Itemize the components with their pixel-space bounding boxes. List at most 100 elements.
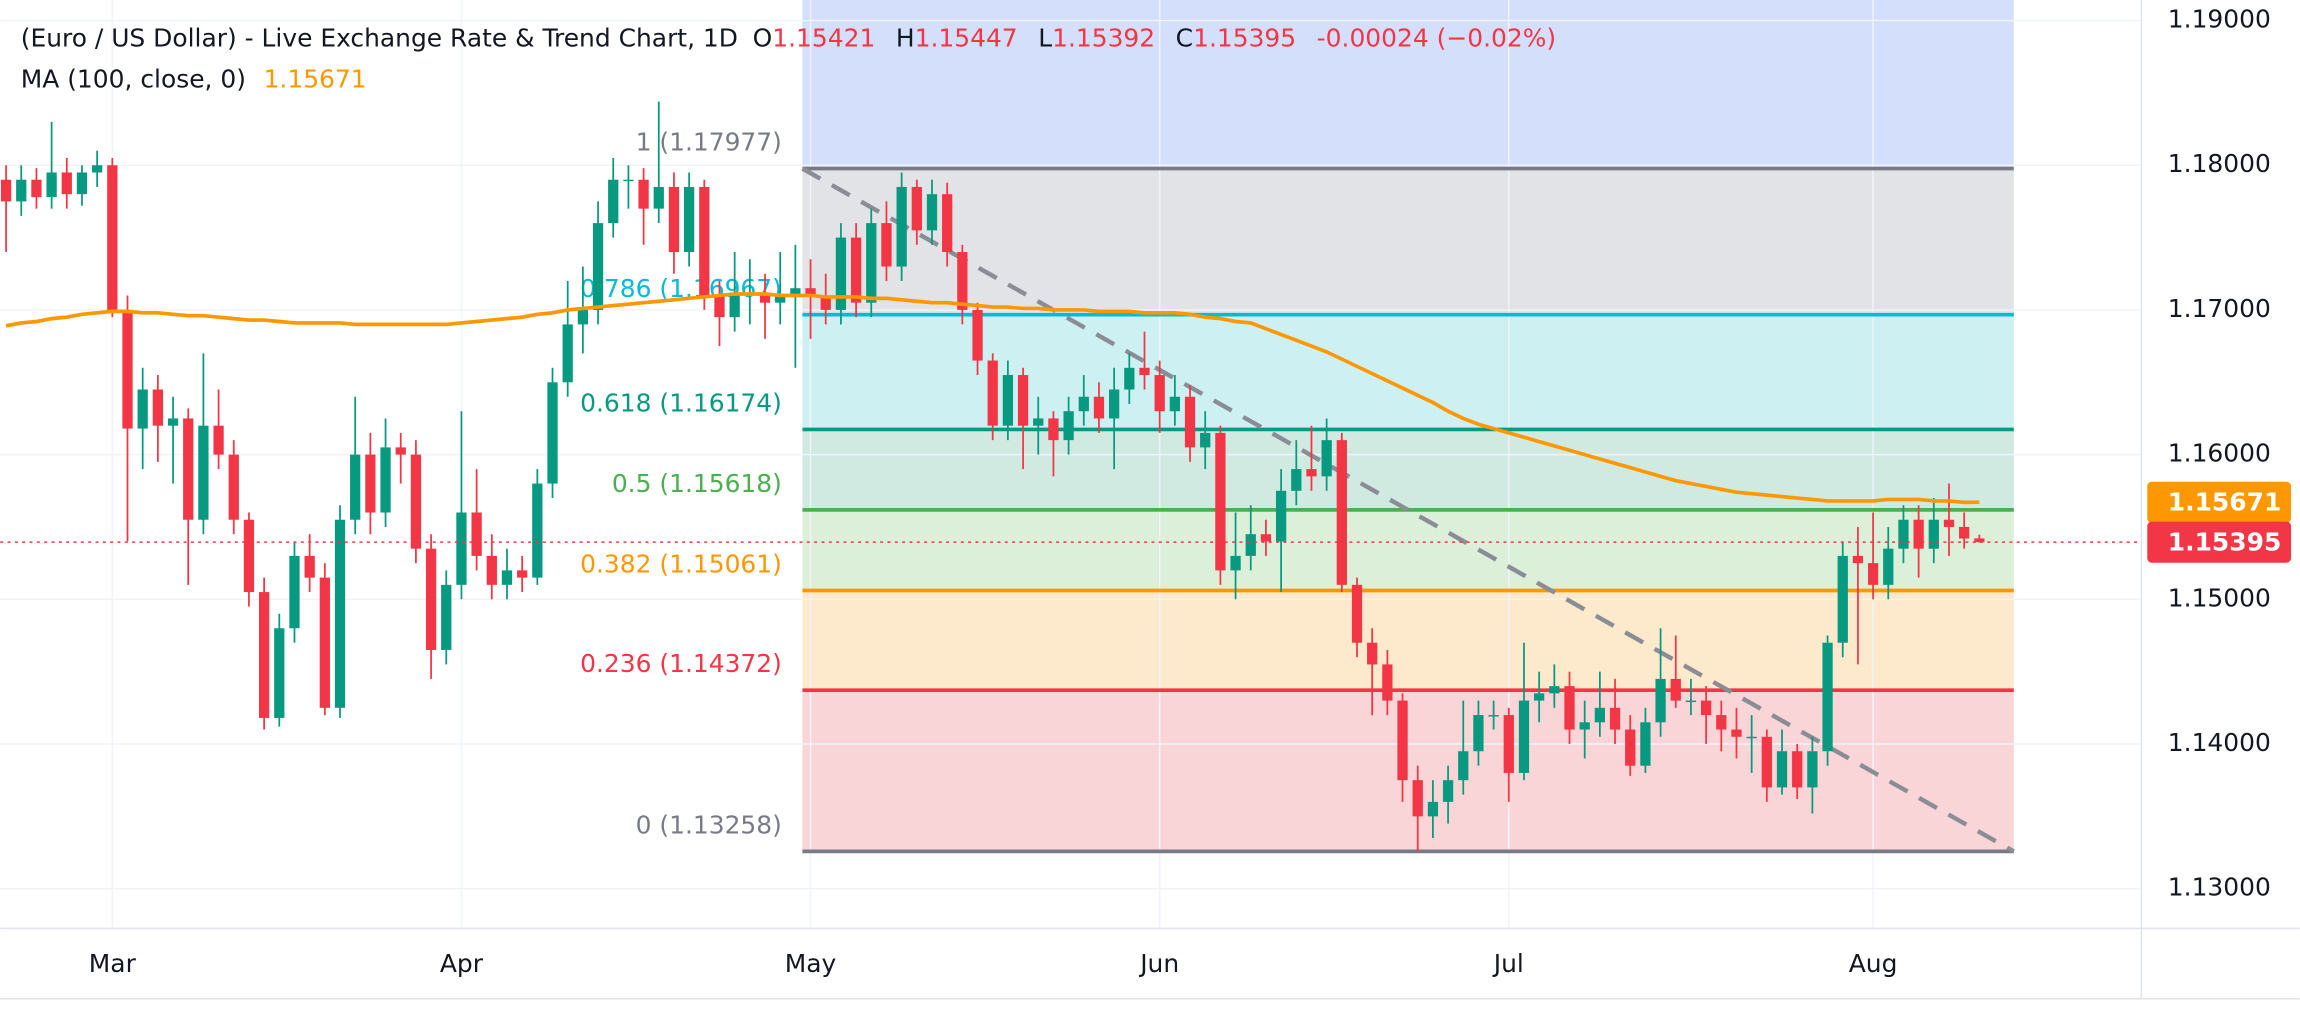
candle-body [319, 577, 330, 708]
fib-band [802, 429, 2014, 510]
fib-band [802, 168, 2014, 315]
candle-body [1033, 418, 1044, 426]
candle-body [1245, 534, 1256, 556]
candle-body [683, 186, 695, 253]
candle-body [31, 179, 42, 198]
legend-key: H [896, 24, 915, 53]
fib-level-label: 0.5 (1.15618) [612, 469, 782, 498]
fib-area [802, 0, 2014, 852]
price-badge [2147, 481, 2291, 523]
candle-body [1655, 678, 1666, 723]
y-tick-label: 1.18000 [2168, 149, 2271, 178]
candle-body [441, 584, 452, 650]
overlay [0, 292, 2142, 543]
candle-body [1002, 375, 1014, 426]
legend-value: 1.15421 [772, 24, 875, 53]
candle-body [1200, 432, 1211, 448]
indicator-value: 1.15671 [264, 65, 367, 94]
candle-body [380, 447, 391, 513]
candle-body [1412, 780, 1423, 817]
candle-body [167, 418, 179, 426]
candle-body [1974, 538, 1985, 543]
candle-body [1792, 751, 1803, 788]
candle-body [608, 179, 619, 224]
candle-body [972, 309, 983, 361]
fib-level-label: 0.382 (1.15061) [580, 550, 782, 579]
price-badge-label: 1.15671 [2168, 488, 2282, 517]
candle-body [46, 172, 57, 198]
candle-body [486, 555, 497, 585]
candle-body [638, 179, 649, 209]
candle-body [1351, 584, 1363, 643]
candle-body [1609, 707, 1621, 730]
axes: 1.13000 1.14000 1.15000 1.16000 1.17000 1.180… [89, 5, 2291, 978]
candle-body [1215, 432, 1226, 571]
indicator-line: MA (100, close, 0) 1.15671 [21, 65, 367, 94]
candle-body [1184, 396, 1196, 448]
x-tick-label: Jun [1138, 949, 1179, 978]
candle-body [92, 165, 103, 173]
candle-body [1503, 715, 1514, 773]
candle-body [1124, 367, 1135, 390]
candle-body [1093, 396, 1105, 419]
candle-body [623, 179, 634, 182]
candle-body [1867, 563, 1879, 585]
candle-body [759, 292, 771, 303]
candle-body [1761, 736, 1772, 788]
candle-body [1230, 555, 1241, 571]
candle-body [1928, 519, 1939, 549]
y-tick-label: 1.14000 [2168, 728, 2271, 757]
candle-body [1534, 693, 1545, 701]
candle-body [1716, 715, 1727, 730]
candle-body [729, 295, 740, 318]
y-tick-label: 1.13000 [2168, 873, 2271, 902]
price-badge [2147, 521, 2291, 563]
candle-body [714, 295, 725, 318]
candle-body [517, 570, 528, 578]
candle-body [775, 295, 786, 303]
legend-key: L [1038, 24, 1052, 53]
candle-body [653, 186, 664, 209]
fib-level-label: 0.236 (1.14372) [580, 649, 782, 678]
candle-body [1260, 534, 1272, 542]
candle-body [1382, 664, 1393, 701]
legend-value: 1.15447 [915, 24, 1018, 53]
candle-body [1594, 707, 1606, 723]
candle-body [1776, 751, 1788, 788]
candle-body [1898, 519, 1909, 549]
candle-body [274, 628, 285, 718]
candle-body [532, 483, 543, 578]
price-badge-label: 1.15395 [2168, 528, 2282, 557]
candle-body [183, 418, 194, 520]
candle-body [820, 295, 831, 310]
legend-change: -0.00024 (−0.02%) [1317, 24, 1556, 53]
candle-body [198, 425, 209, 520]
moving-average [5, 292, 1980, 505]
legend-key: O [753, 24, 773, 53]
candle-body [1306, 469, 1317, 477]
candle-body [1154, 375, 1165, 412]
indicator-name: MA (100, close, 0) [21, 65, 246, 94]
candle-body [289, 555, 300, 629]
candle-body [957, 252, 968, 310]
candle-body [1549, 686, 1560, 694]
candle-body [471, 512, 482, 556]
candle-body [1959, 526, 1970, 539]
fib-level-label: 0 (1.13258) [636, 810, 782, 839]
candle-body [926, 194, 938, 231]
candle-body [1807, 751, 1818, 788]
candle-body [0, 179, 12, 202]
fib-level-label: 1 (1.17977) [636, 128, 782, 157]
candle-body [76, 172, 88, 195]
fib-band [802, 509, 2014, 591]
candle-body [1488, 715, 1499, 717]
candle-body [1883, 548, 1894, 585]
y-tick-label: 1.19000 [2168, 5, 2271, 34]
candle-body [1518, 700, 1530, 773]
candle-body [911, 186, 922, 231]
candle-body [1670, 678, 1681, 701]
candle-body [866, 223, 877, 303]
candle-body [1913, 519, 1924, 549]
y-tick-label: 1.15000 [2168, 583, 2271, 612]
